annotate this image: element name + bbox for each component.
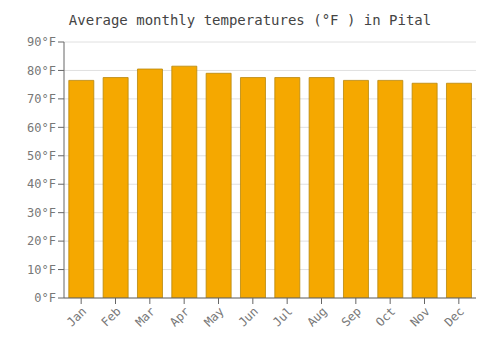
svg-text:40°F: 40°F [27,177,56,191]
svg-text:Oct: Oct [373,304,398,329]
svg-text:0°F: 0°F [34,291,56,305]
svg-text:80°F: 80°F [27,64,56,78]
svg-text:Jun: Jun [236,304,261,329]
svg-text:50°F: 50°F [27,149,56,163]
svg-text:Dec: Dec [442,304,467,329]
svg-text:90°F: 90°F [27,35,56,49]
svg-text:30°F: 30°F [27,206,56,220]
svg-text:Mar: Mar [133,304,158,329]
svg-text:20°F: 20°F [27,234,56,248]
svg-text:Aug: Aug [304,304,329,329]
svg-text:Jan: Jan [64,304,89,329]
svg-text:Nov: Nov [407,304,432,329]
svg-text:Jul: Jul [270,304,295,329]
svg-text:Feb: Feb [98,304,123,329]
svg-text:Apr: Apr [167,304,192,329]
svg-text:70°F: 70°F [27,92,56,106]
svg-text:10°F: 10°F [27,263,56,277]
html-text:Average monthly temperatures (: Average monthly temperatures (°F ) in Pi… [68,12,432,28]
svg-text:May: May [201,304,226,329]
svg-text:Sep: Sep [339,304,364,329]
svg-text:60°F: 60°F [27,121,56,135]
